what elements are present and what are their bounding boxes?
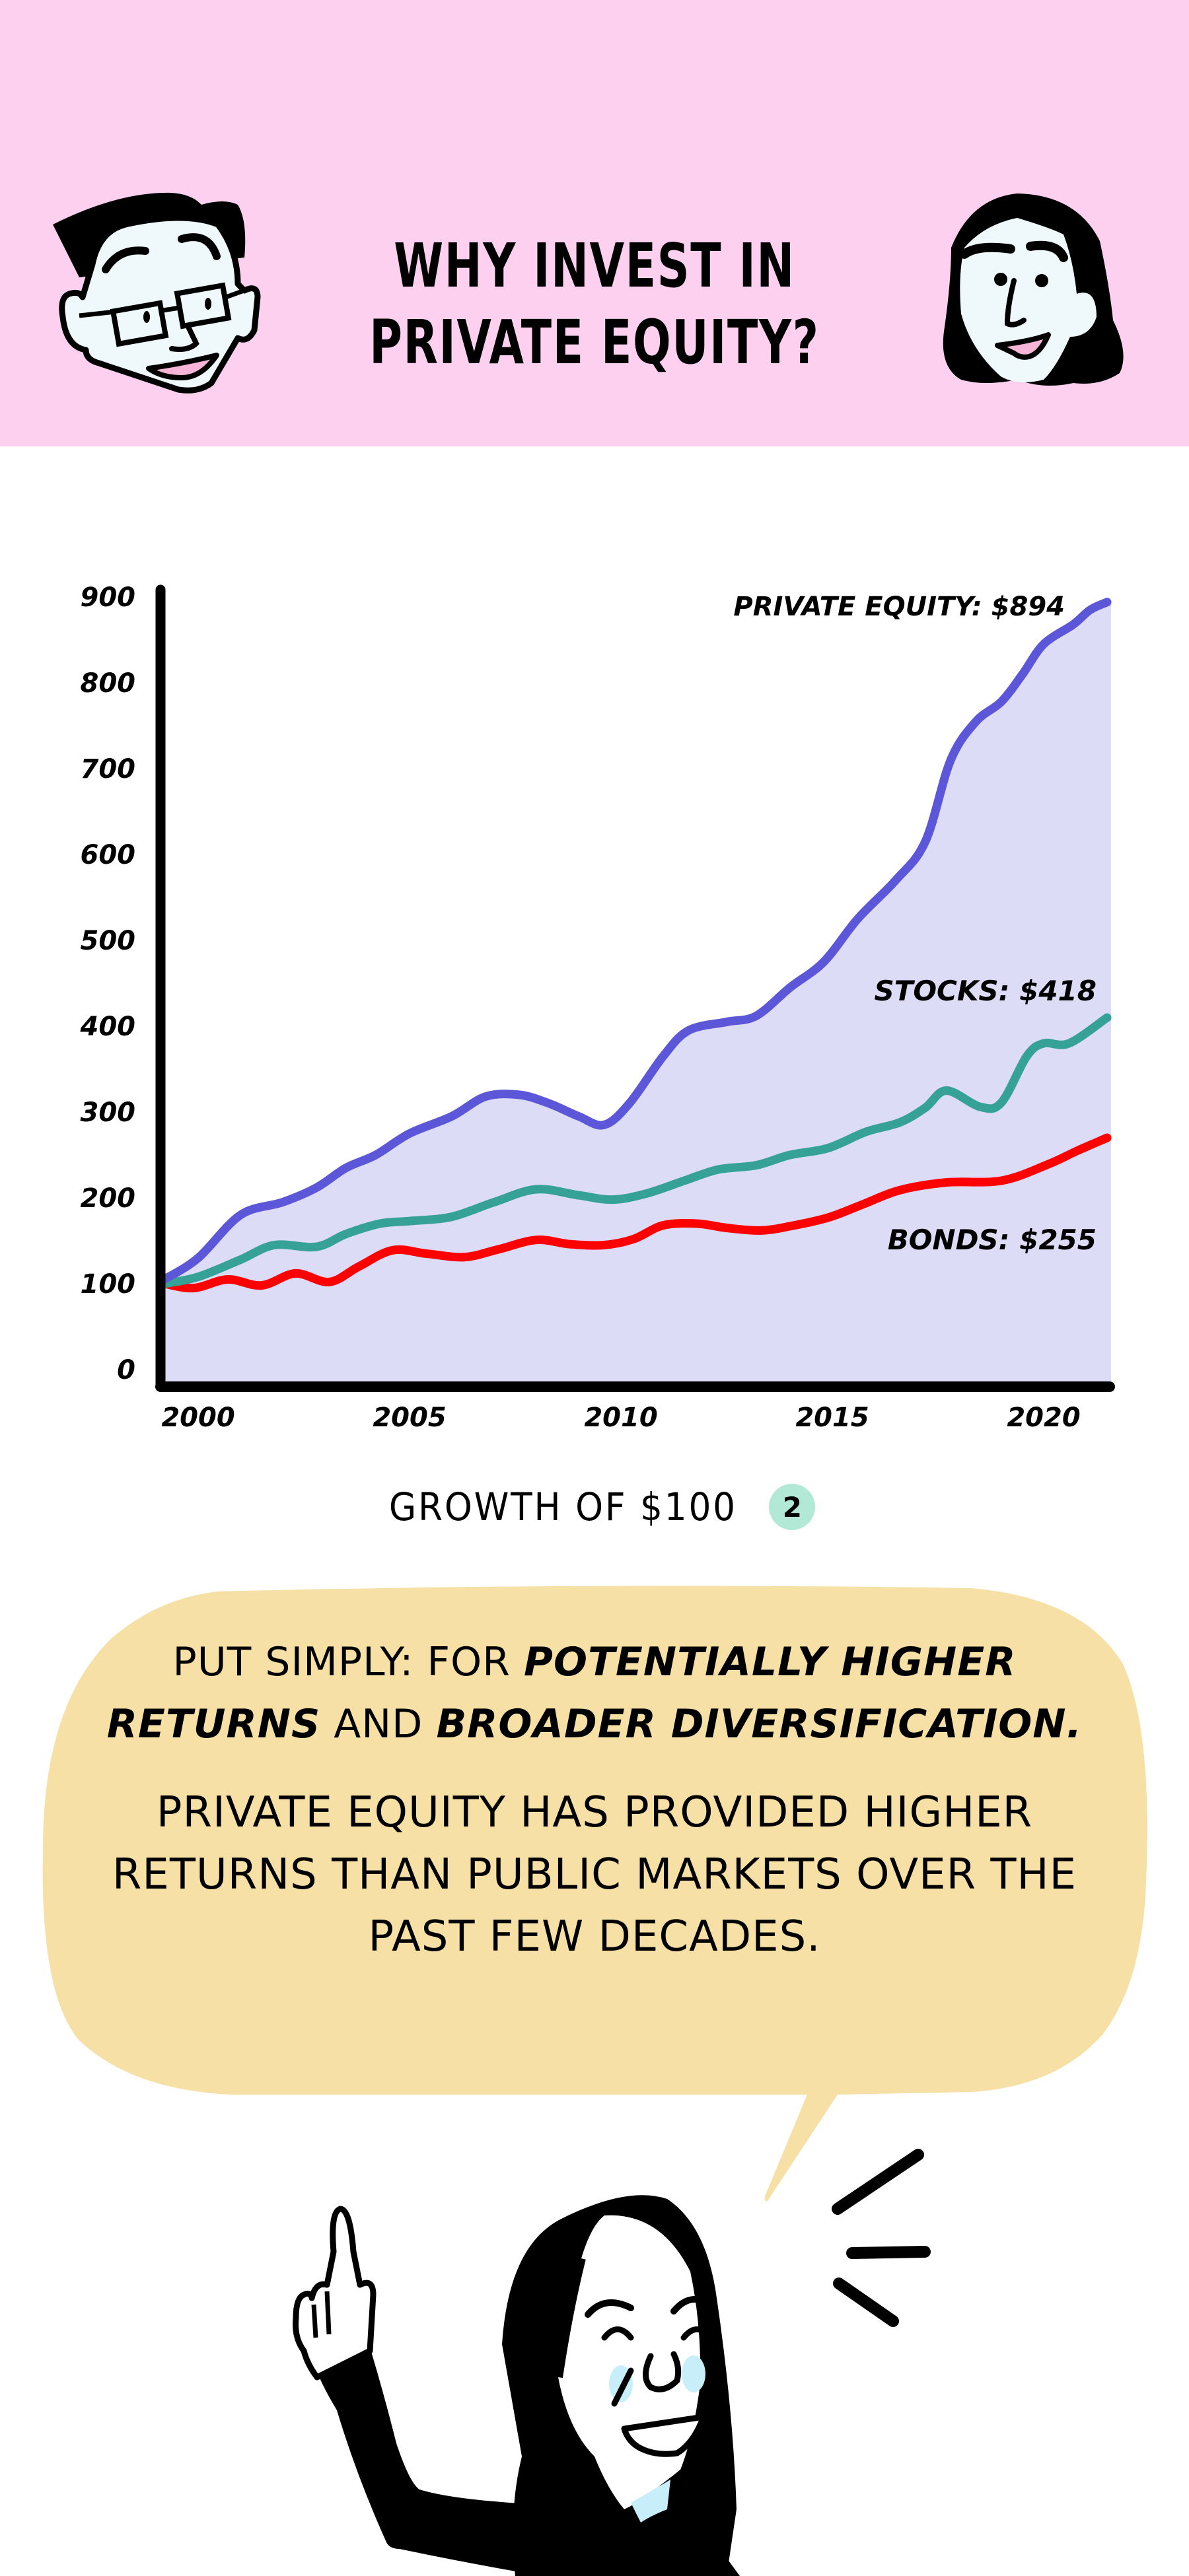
x-tick-label: 2010 [584,1403,657,1433]
y-tick-label: 700 [81,754,136,784]
speech-bubble: PUT SIMPLY: FOR POTENTIALLY HIGHER RETUR… [99,1631,1090,1968]
line-chart-svg: 0 100 200 300 400 500 600 700 800 900 2000 2005 201… [80,582,1115,1433]
y-tick-label: 300 [81,1097,136,1128]
caption-text: GROWTH OF $100 [388,1484,737,1529]
y-tick-label: 100 [81,1269,136,1300]
x-axis-tick-labels: 2000 2005 2010 2015 2020 [161,1403,1080,1433]
chart-caption: GROWTH OF $100 2 [0,1479,1189,1535]
page-title: WHY INVEST IN PRIVATE EQUITY? [324,228,865,381]
bonds-label: BONDS: $255 [888,1224,1097,1256]
y-tick-label: 600 [81,840,136,870]
growth-chart: 0 100 200 300 400 500 600 700 800 900 2000 2005 201… [0,541,1189,1479]
private-equity-area-fill [164,602,1111,1381]
bubble-body-text: PRIVATE EQUITY HAS PROVIDED HIGHER RETUR… [112,1788,1077,1961]
stocks-line [160,1013,1112,1288]
header-banner: WHY INVEST IN PRIVATE EQUITY? [0,0,1189,446]
stocks-label: STOCKS: $418 [874,975,1097,1007]
woman-face-icon [943,193,1124,386]
x-tick-label: 2015 [795,1403,869,1433]
excitement-line-bottom [833,2278,899,2327]
lead-prefix: PUT SIMPLY: FOR [172,1639,524,1685]
y-tick-label: 500 [81,926,136,956]
x-tick-label: 2000 [161,1403,234,1433]
woman-pointing-illustration [293,2149,931,2576]
y-tick-label: 200 [81,1183,136,1214]
x-tick-label: 2005 [373,1403,446,1433]
speech-bubble-shape [42,1585,1147,2202]
private-equity-line [160,598,1112,1284]
y-tick-label: 900 [81,582,136,613]
footnote-badge[interactable]: 2 [769,1484,816,1530]
y-axis-tick-labels: 0 100 200 300 400 500 600 700 800 900 [80,582,136,1385]
title-line-2: PRIVATE EQUITY? [369,307,820,378]
excitement-line-top [832,2149,924,2215]
bonds-line [160,1133,1112,1293]
bubble-lead-text: PUT SIMPLY: FOR POTENTIALLY HIGHER RETUR… [99,1631,1090,1755]
lead-middle: AND [320,1701,437,1747]
y-tick-label: 800 [81,668,136,699]
private-equity-label: PRIVATE EQUITY: $894 [733,592,1065,622]
y-tick-label: 0 [117,1355,135,1385]
excitement-line-mid [846,2246,931,2259]
title-line-1: WHY INVEST IN [394,230,795,301]
x-tick-label: 2020 [1007,1403,1080,1433]
lead-emphasis-returns: POTENTIALLY HIGHER RETURNS [106,1639,1017,1747]
man-face-icon [53,192,261,394]
y-tick-label: 400 [80,1012,136,1042]
lead-emphasis-diversification: BROADER DIVERSIFICATION. [436,1701,1083,1747]
